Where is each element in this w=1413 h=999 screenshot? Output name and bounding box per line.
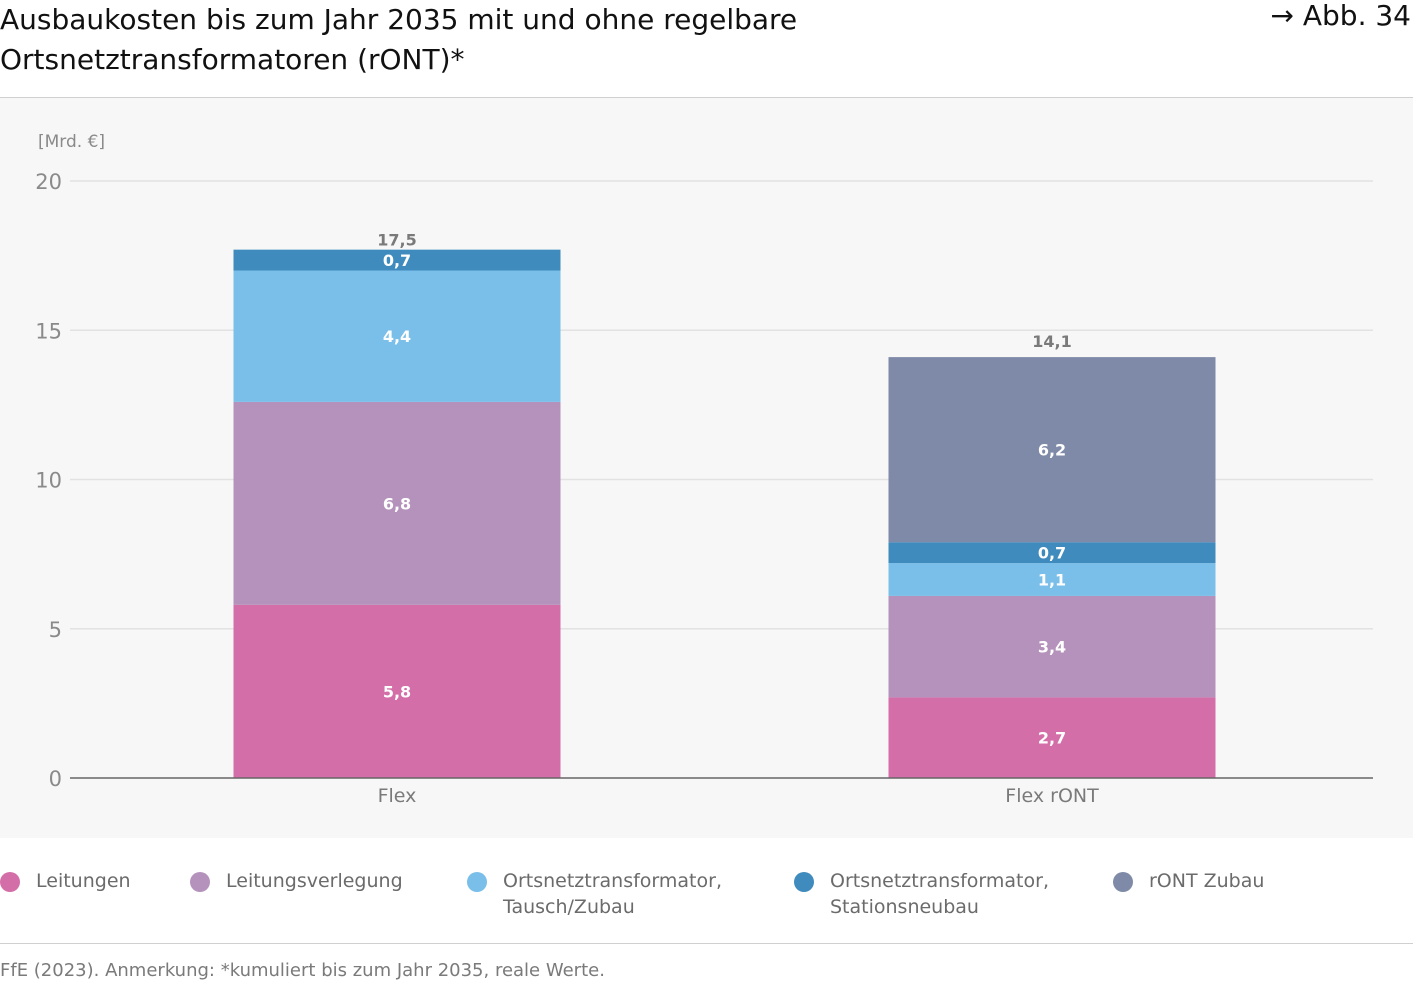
legend-label: rONT Zubau [1149,870,1265,892]
legend-swatch-icon [1113,872,1133,892]
legend-item: Leitungen [0,868,131,894]
y-tick-label: 10 [35,469,62,493]
x-category-label: Flex rONT [1005,785,1099,807]
top-divider [0,97,1413,98]
legend-swatch-icon [467,872,487,892]
y-tick-label: 5 [49,618,62,642]
bar-total-label: 14,1 [1032,332,1071,351]
bar-segment [233,270,561,402]
legend-swatch-icon [794,872,814,892]
bar-value-label: 6,2 [1038,441,1066,460]
legend-swatch-icon [190,872,210,892]
bar-value-label: 3,4 [1038,638,1066,657]
legend-item: Leitungsverlegung [190,868,403,894]
x-category-label: Flex [378,785,417,807]
bar-segment [888,357,1216,543]
legend-item: Ortsnetztransformator, Stationsneubau [794,868,1049,920]
chart-title: Ausbaukosten bis zum Jahr 2035 mit und o… [0,3,798,76]
y-tick-label: 15 [35,319,62,343]
bar-segment [233,401,561,605]
bar-value-label: 4,4 [383,327,411,346]
y-unit-label: [Mrd. €] [38,132,105,152]
bar-segment [888,563,1216,596]
bar-value-label: 1,1 [1038,570,1066,589]
legend-label: Ortsnetztransformator, Tausch/Zubau [503,870,722,918]
bar-value-label: 5,8 [383,682,411,701]
bar-total-label: 17,5 [377,231,416,250]
legend-swatch-icon [0,872,20,892]
bar-value-label: 0,7 [1038,544,1066,563]
legend-label: Leitungsverlegung [226,870,403,892]
bar-value-label: 0,7 [383,251,411,270]
chart-area: [Mrd. €] 0 5 10 15 20 5,8 6,8 4,4 0,7 17,5 Flex 2,7 3… [0,98,1413,838]
bar-segment [233,249,561,271]
y-tick-label: 20 [35,170,62,194]
y-tick-label: 0 [49,767,62,791]
bar-segment [888,697,1216,778]
figure-reference: → Abb. 34 [1270,0,1412,32]
source-note: FfE (2023). Anmerkung: *kumuliert bis zu… [0,960,605,981]
bar-segment [233,604,561,778]
bar-segment [888,542,1216,564]
bar-segment [888,595,1216,698]
bar-value-label: 2,7 [1038,729,1066,748]
chart-legend: Leitungen Leitungsverlegung Ortsnetztransf… [0,868,1413,928]
bar-value-label: 6,8 [383,494,411,513]
legend-item: Ortsnetztransformator, Tausch/Zubau [467,868,722,920]
stacked-bar-chart: [Mrd. €]051015205,86,84,40,717,5Flex2,73… [35,132,1373,807]
legend-item: rONT Zubau [1113,868,1264,894]
bottom-divider [0,943,1413,944]
legend-label: Ortsnetztransformator, Stationsneubau [830,870,1049,918]
legend-label: Leitungen [36,870,131,892]
